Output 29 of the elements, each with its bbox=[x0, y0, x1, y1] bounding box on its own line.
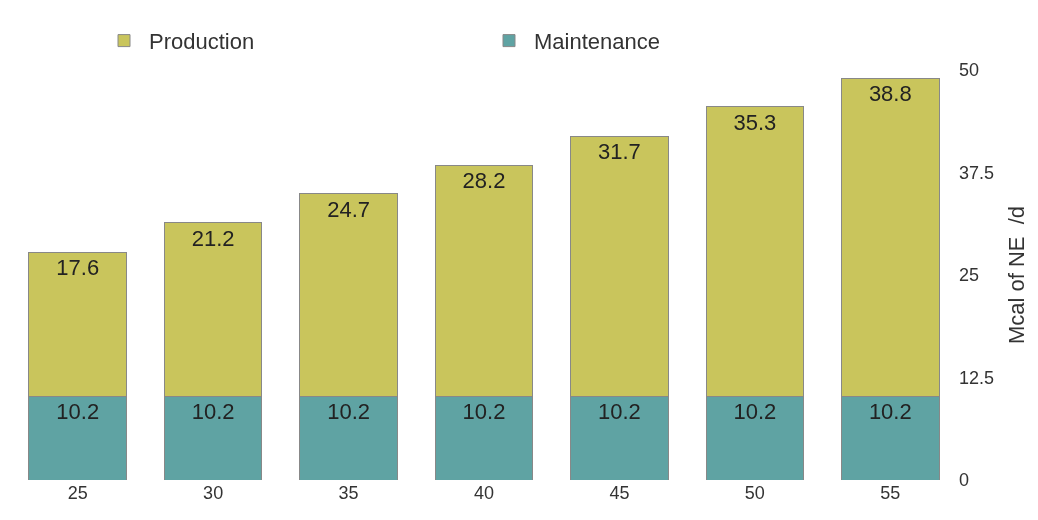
data-label: 10.2 bbox=[733, 399, 777, 425]
data-label: 17.6 bbox=[56, 255, 100, 281]
data-label: 10.2 bbox=[327, 399, 370, 425]
y-tick-label: 12.5 bbox=[959, 367, 995, 388]
legend-label: Production bbox=[149, 29, 255, 55]
x-tick-label: 35 bbox=[338, 483, 359, 503]
x-tick-label: 50 bbox=[744, 483, 765, 503]
x-tick-label: 25 bbox=[67, 483, 88, 503]
data-label: 10.2 bbox=[868, 399, 912, 425]
y-tick-label: 37.5 bbox=[959, 162, 995, 183]
y-tick-label: 50 bbox=[959, 60, 980, 81]
data-label: 10.2 bbox=[598, 399, 641, 425]
legend-label: Maintenance bbox=[534, 29, 660, 55]
x-tick-label: 55 bbox=[880, 483, 901, 503]
y-axis-title: Mcal of NE /d bbox=[1003, 205, 1029, 345]
y-tick-label: 0 bbox=[959, 470, 970, 491]
x-tick-label: 30 bbox=[203, 483, 224, 503]
data-label: 28.2 bbox=[462, 168, 506, 194]
data-label: 38.8 bbox=[868, 81, 912, 107]
data-label: 10.2 bbox=[56, 399, 100, 425]
data-label: 31.7 bbox=[598, 139, 641, 165]
data-label: 10.2 bbox=[462, 399, 506, 425]
data-label: 10.2 bbox=[191, 399, 235, 425]
data-label: 21.2 bbox=[191, 225, 235, 251]
data-label: 24.7 bbox=[327, 196, 370, 222]
data-label: 35.3 bbox=[733, 109, 777, 135]
x-tick-label: 45 bbox=[609, 483, 630, 503]
x-tick-label: 40 bbox=[473, 483, 495, 503]
y-tick-label: 25 bbox=[959, 265, 980, 286]
